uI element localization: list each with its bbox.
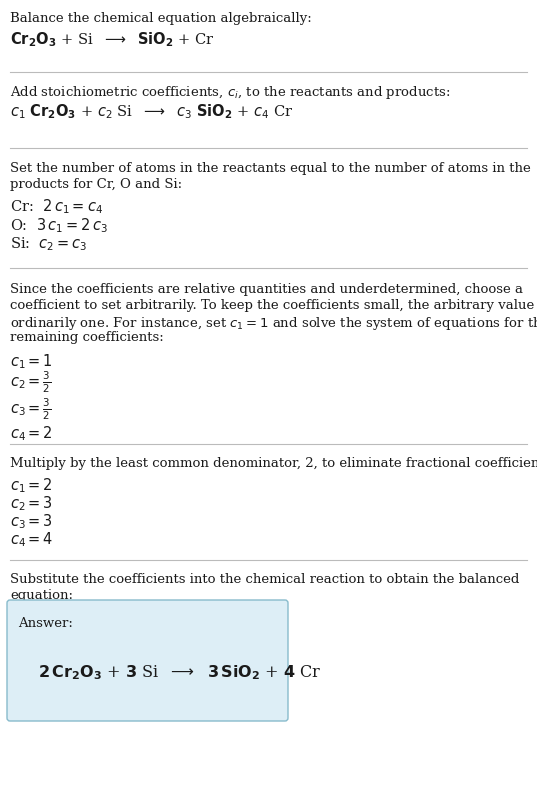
Text: coefficient to set arbitrarily. To keep the coefficients small, the arbitrary va: coefficient to set arbitrarily. To keep … xyxy=(10,299,537,312)
Text: Set the number of atoms in the reactants equal to the number of atoms in the: Set the number of atoms in the reactants… xyxy=(10,162,531,175)
Text: Cr:  $2\,c_1 = c_4$: Cr: $2\,c_1 = c_4$ xyxy=(10,197,103,216)
Text: remaining coefficients:: remaining coefficients: xyxy=(10,331,164,344)
Text: $\mathbf{Cr_2O_3}$ + Si  $\longrightarrow$  $\mathbf{SiO_2}$ + Cr: $\mathbf{Cr_2O_3}$ + Si $\longrightarrow… xyxy=(10,30,215,48)
Text: ordinarily one. For instance, set $c_1 = 1$ and solve the system of equations fo: ordinarily one. For instance, set $c_1 =… xyxy=(10,315,537,332)
Text: $c_1$ $\mathbf{Cr_2O_3}$ + $c_2$ Si  $\longrightarrow$  $c_3$ $\mathbf{SiO_2}$ +: $c_1$ $\mathbf{Cr_2O_3}$ + $c_2$ Si $\lo… xyxy=(10,102,293,121)
Text: products for Cr, O and Si:: products for Cr, O and Si: xyxy=(10,178,182,191)
Text: $c_2 = \frac{3}{2}$: $c_2 = \frac{3}{2}$ xyxy=(10,370,52,395)
Text: Add stoichiometric coefficients, $c_i$, to the reactants and products:: Add stoichiometric coefficients, $c_i$, … xyxy=(10,84,451,101)
Text: equation:: equation: xyxy=(10,589,73,602)
Text: $c_1 = 1$: $c_1 = 1$ xyxy=(10,352,53,371)
Text: $c_3 = 3$: $c_3 = 3$ xyxy=(10,512,53,530)
Text: Multiply by the least common denominator, 2, to eliminate fractional coefficient: Multiply by the least common denominator… xyxy=(10,457,537,470)
Text: $c_4 = 2$: $c_4 = 2$ xyxy=(10,424,53,443)
Text: $c_3 = \frac{3}{2}$: $c_3 = \frac{3}{2}$ xyxy=(10,397,52,422)
FancyBboxPatch shape xyxy=(7,600,288,721)
Text: Balance the chemical equation algebraically:: Balance the chemical equation algebraica… xyxy=(10,12,312,25)
Text: $\mathbf{2\,Cr_2O_3}$ + $\mathbf{3}$ Si  $\longrightarrow$  $\mathbf{3\,SiO_2}$ : $\mathbf{2\,Cr_2O_3}$ + $\mathbf{3}$ Si … xyxy=(38,663,322,682)
Text: Answer:: Answer: xyxy=(18,617,73,630)
Text: Si:  $c_2 = c_3$: Si: $c_2 = c_3$ xyxy=(10,235,88,252)
Text: $c_2 = 3$: $c_2 = 3$ xyxy=(10,494,53,513)
Text: Since the coefficients are relative quantities and underdetermined, choose a: Since the coefficients are relative quan… xyxy=(10,283,523,296)
Text: $c_4 = 4$: $c_4 = 4$ xyxy=(10,530,53,549)
Text: Substitute the coefficients into the chemical reaction to obtain the balanced: Substitute the coefficients into the che… xyxy=(10,573,519,586)
Text: O:  $3\,c_1 = 2\,c_3$: O: $3\,c_1 = 2\,c_3$ xyxy=(10,216,108,235)
Text: $c_1 = 2$: $c_1 = 2$ xyxy=(10,476,53,495)
